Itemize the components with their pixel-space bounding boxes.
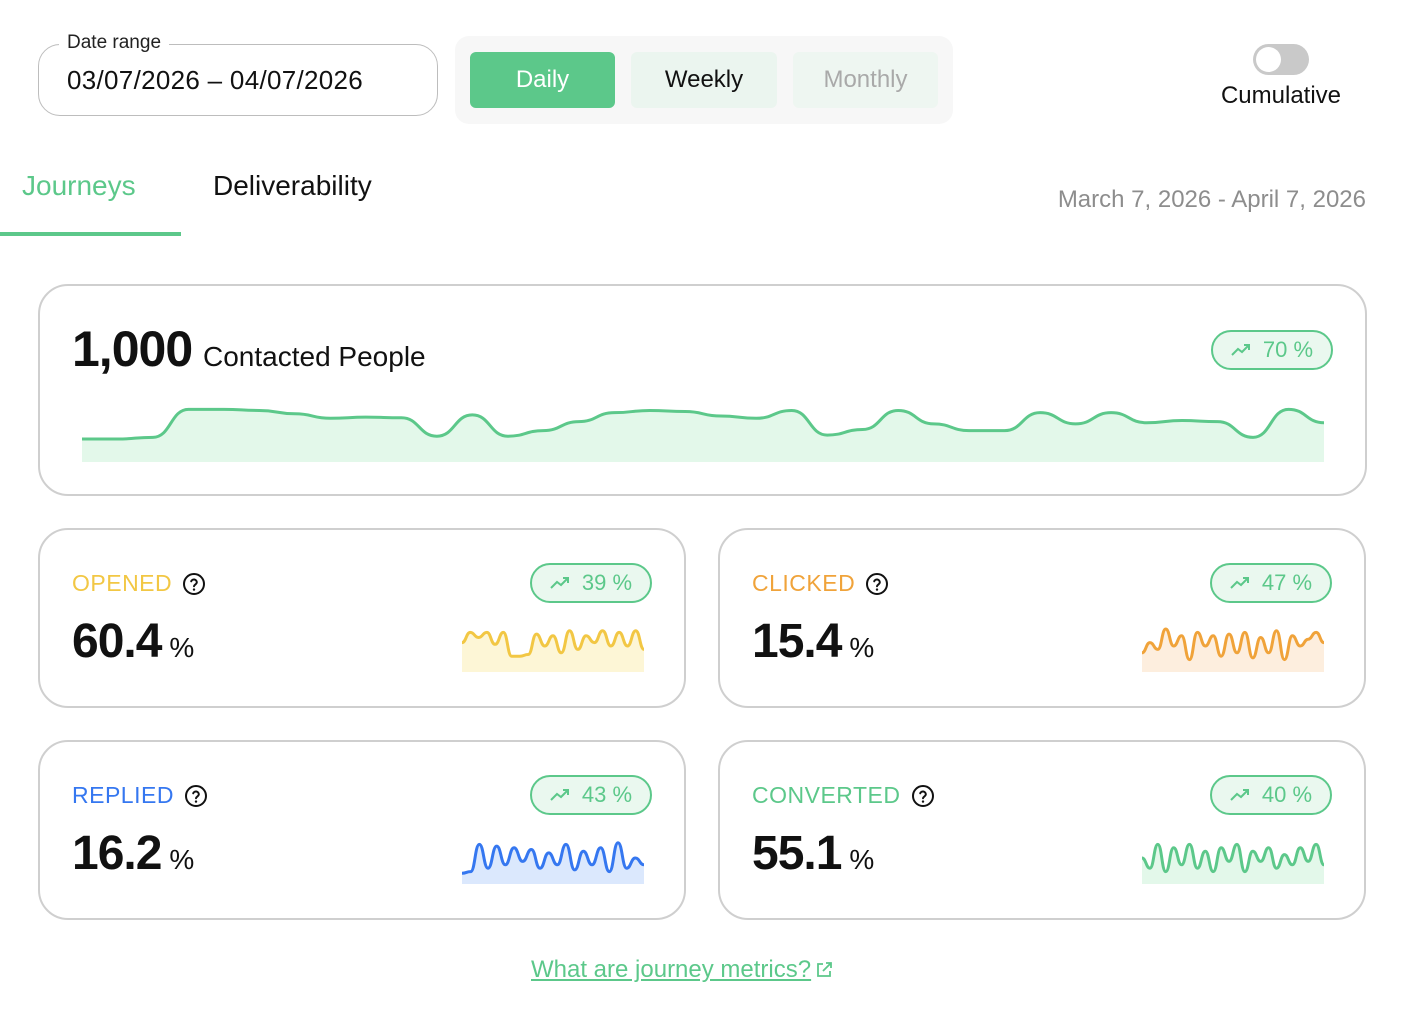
cumulative-label: Cumulative bbox=[1220, 82, 1342, 109]
trend-value: 70 % bbox=[1262, 337, 1314, 362]
replied-sparkline bbox=[462, 841, 644, 884]
journey-metrics-link-text[interactable]: What are journey metrics? bbox=[531, 956, 812, 983]
clicked-title: CLICKED bbox=[752, 570, 856, 596]
contacted-people-label: Contacted People bbox=[203, 341, 426, 372]
external-link-icon bbox=[817, 962, 833, 977]
clicked-sparkline bbox=[1142, 627, 1324, 672]
replied-value: 16.2 bbox=[72, 827, 162, 880]
tab-journeys[interactable]: Journeys bbox=[22, 170, 136, 201]
converted-value-row: 55.1% bbox=[752, 826, 874, 881]
converted-card: CONVERTED 40 % 55.1% bbox=[718, 740, 1366, 920]
active-tab-indicator bbox=[0, 232, 181, 236]
converted-trend-value: 40 % bbox=[1261, 782, 1313, 807]
opened-sparkline-area bbox=[462, 630, 644, 672]
converted-title-row: CONVERTED bbox=[752, 782, 935, 809]
opened-value-row: 60.4% bbox=[72, 614, 194, 669]
trend-badge: 70 % bbox=[1211, 330, 1333, 370]
replied-sparkline-area bbox=[462, 842, 644, 884]
clicked-value: 15.4 bbox=[752, 615, 842, 668]
opened-sparkline-line bbox=[462, 629, 644, 658]
replied-card: REPLIED 43 % 16.2% bbox=[38, 740, 686, 920]
replied-sparkline-line bbox=[462, 841, 644, 875]
replied-trend-badge: 43 % bbox=[530, 775, 652, 815]
converted-sparkline-line bbox=[1142, 842, 1324, 874]
converted-title: CONVERTED bbox=[752, 782, 901, 808]
clicked-trend-value: 47 % bbox=[1261, 570, 1313, 595]
opened-trend-badge: 39 % bbox=[530, 563, 652, 603]
period-selector: Daily Weekly Monthly bbox=[455, 36, 953, 124]
help-icon[interactable] bbox=[911, 784, 935, 808]
selected-range-text: March 7, 2026 - April 7, 2026 bbox=[1057, 186, 1366, 213]
trend-up-icon bbox=[1231, 344, 1250, 356]
converted-sparkline-area bbox=[1142, 844, 1324, 884]
toggle-knob bbox=[1256, 47, 1281, 72]
date-range-field[interactable]: Date range 03/07/2026 – 04/07/2026 bbox=[38, 32, 438, 116]
cumulative-toggle[interactable] bbox=[1253, 44, 1309, 75]
clicked-trend-badge: 47 % bbox=[1210, 563, 1332, 603]
contacted-people-sparkline-area bbox=[82, 409, 1324, 462]
clicked-unit: % bbox=[849, 632, 875, 663]
trend-up-icon bbox=[1230, 789, 1249, 801]
help-icon[interactable] bbox=[184, 784, 208, 808]
converted-unit: % bbox=[849, 844, 875, 875]
weekly-button[interactable]: Weekly bbox=[631, 52, 777, 108]
replied-value-row: 16.2% bbox=[72, 826, 194, 881]
trend-up-icon bbox=[550, 789, 569, 801]
opened-card: OPENED 39 % 60.4% bbox=[38, 528, 686, 708]
journey-metrics-link[interactable]: What are journey metrics? bbox=[531, 956, 833, 984]
help-icon[interactable] bbox=[865, 572, 889, 596]
opened-unit: % bbox=[169, 632, 195, 663]
opened-title-row: OPENED bbox=[72, 570, 206, 597]
contacted-people-card: 1,000 Contacted People 70 % bbox=[38, 284, 1367, 496]
contacted-people-sparkline-line bbox=[82, 407, 1324, 441]
contacted-people-sparkline bbox=[82, 407, 1324, 462]
replied-title: REPLIED bbox=[72, 782, 174, 808]
date-range-label: Date range bbox=[59, 32, 170, 54]
converted-sparkline bbox=[1142, 842, 1324, 884]
replied-unit: % bbox=[169, 844, 195, 875]
clicked-value-row: 15.4% bbox=[752, 614, 874, 669]
opened-sparkline bbox=[462, 629, 644, 672]
tab-deliverability[interactable]: Deliverability bbox=[213, 170, 372, 201]
converted-trend-badge: 40 % bbox=[1210, 775, 1332, 815]
opened-value: 60.4 bbox=[72, 615, 162, 668]
contacted-people-value: 1,000 bbox=[72, 321, 193, 377]
replied-trend-value: 43 % bbox=[581, 782, 633, 807]
date-range-value[interactable]: 03/07/2026 – 04/07/2026 bbox=[67, 65, 364, 95]
opened-trend-value: 39 % bbox=[581, 570, 633, 595]
clicked-card: CLICKED 47 % 15.4% bbox=[718, 528, 1366, 708]
replied-title-row: REPLIED bbox=[72, 782, 208, 809]
opened-title: OPENED bbox=[72, 570, 173, 596]
trend-up-icon bbox=[1230, 577, 1249, 589]
converted-value: 55.1 bbox=[752, 827, 842, 880]
clicked-title-row: CLICKED bbox=[752, 570, 889, 597]
trend-up-icon bbox=[550, 577, 569, 589]
monthly-button[interactable]: Monthly bbox=[793, 52, 938, 108]
clicked-sparkline-line bbox=[1142, 627, 1324, 662]
help-icon[interactable] bbox=[182, 572, 206, 596]
daily-button[interactable]: Daily bbox=[470, 52, 615, 108]
